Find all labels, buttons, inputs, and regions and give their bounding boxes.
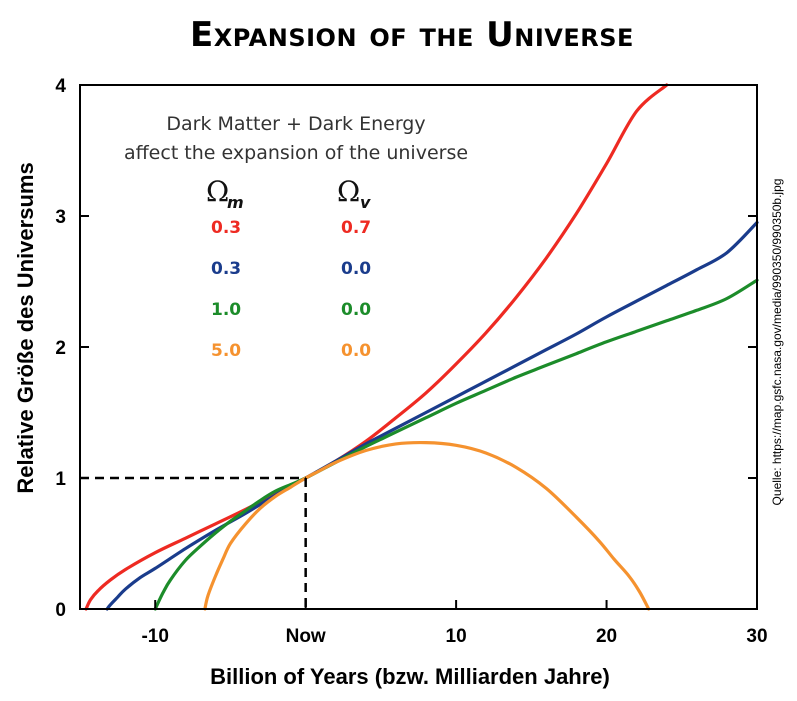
- y-tick-label: 3: [55, 207, 66, 228]
- omega-v-value: 0.0: [341, 341, 371, 361]
- omega-m-symbol: Ω: [206, 175, 229, 208]
- series-line-1: [105, 220, 759, 611]
- omega-v-symbol: Ω: [337, 175, 360, 208]
- series-line-3: [203, 440, 651, 611]
- omega-m-value: 5.0: [211, 341, 241, 361]
- y-tick-label: 0: [55, 600, 66, 621]
- source-credit: Quelle: https://map.gsfc.nasa.gov/media/…: [770, 179, 784, 506]
- omega-m-value: 0.3: [211, 218, 241, 238]
- annotation: Dark Matter + Dark Energy affect the exp…: [124, 113, 468, 361]
- plot-lines: [84, 83, 759, 611]
- omega-m-subscript: m: [227, 193, 244, 212]
- omega-v-value: 0.0: [341, 259, 371, 279]
- y-axis-label: Relative Größe des Universums: [13, 162, 38, 493]
- omega-m-value: 1.0: [211, 300, 241, 320]
- x-tick-label: Now: [286, 626, 326, 647]
- x-tick-label: 10: [446, 626, 467, 647]
- omega-v-value: 0.7: [341, 218, 371, 238]
- annotation-line-1: Dark Matter + Dark Energy: [166, 113, 425, 135]
- x-tick-label: 30: [746, 626, 767, 647]
- omega-v-subscript: v: [360, 193, 371, 212]
- y-tick-label: 4: [55, 76, 66, 97]
- y-tick-label: 2: [55, 338, 66, 359]
- annotation-line-2: affect the expansion of the universe: [124, 142, 468, 164]
- series-line-2: [153, 278, 759, 611]
- tick-labels: -10 Now 10 20 30 0 1 2 3 4: [55, 76, 767, 647]
- y-tick-label: 1: [55, 469, 66, 490]
- parameter-table: 0.3 0.7 0.3 0.0 1.0 0.0 5.0 0.0: [211, 218, 371, 361]
- omega-v-value: 0.0: [341, 300, 371, 320]
- omega-m-value: 0.3: [211, 259, 241, 279]
- x-tick-label: -10: [141, 626, 168, 647]
- x-axis-label: Billion of Years (bzw. Milliarden Jahre): [210, 664, 610, 689]
- x-tick-label: 20: [596, 626, 617, 647]
- chart-title: Expansion of the Universe: [190, 15, 634, 55]
